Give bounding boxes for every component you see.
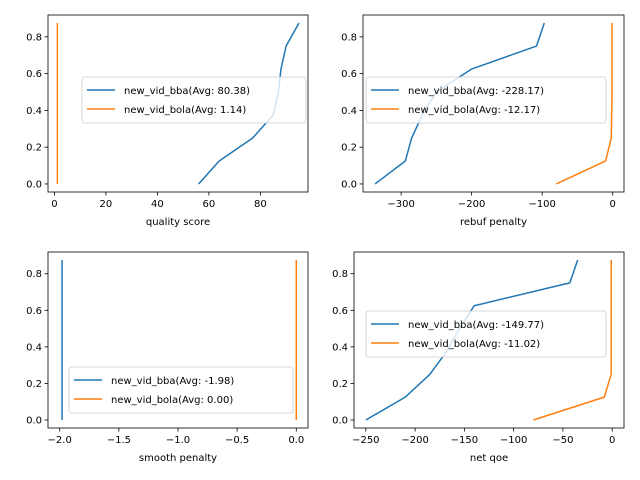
x-tick-label: −50 (552, 435, 573, 446)
axes-frame (47, 251, 309, 429)
y-tick-label: 0.8 (341, 32, 357, 43)
y-tick-label: 0.8 (332, 269, 348, 280)
y-tick-label: 0.2 (332, 379, 348, 390)
series-line-2 (555, 23, 613, 185)
y-tick-label: 0.0 (332, 416, 348, 427)
legend-label-1: new_vid_bba(Avg: 80.38) (124, 86, 250, 97)
x-tick-label: 0 (51, 199, 57, 210)
chart-panel-1: 0 20 40 60 80 0.0 0.2 0.4 0.6 0.8 quality score new… (26, 14, 309, 228)
legend-label-2: new_vid_bola(Avg: -12.17) (408, 105, 540, 116)
x-tick-label: 0 (609, 435, 615, 446)
x-tick-label: 60 (203, 199, 216, 210)
x-axis-label: smooth penalty (139, 453, 217, 464)
y-tick-label: 0.6 (26, 306, 42, 317)
axes-frame (362, 14, 625, 193)
legend-label-1: new_vid_bba(Avg: -228.17) (408, 86, 544, 97)
x-axis-label: net qoe (470, 453, 508, 464)
y-tick-label: 0.2 (341, 143, 357, 154)
x-tick-label: −0.5 (225, 435, 249, 446)
x-tick-label: −2.0 (48, 435, 72, 446)
axes-frame (353, 251, 625, 429)
legend: new_vid_bba(Avg: 80.38) new_vid_bola(Avg:… (81, 76, 307, 124)
x-tick-label: 0.0 (288, 435, 304, 446)
legend-box (68, 366, 294, 414)
y-tick-label: 0.0 (26, 416, 42, 427)
x-tick-label: −200 (458, 199, 485, 210)
x-tick-label: −200 (401, 435, 428, 446)
legend-label-2: new_vid_bola(Avg: 0.00) (111, 395, 233, 406)
chart-panel-3: −2.0 −1.5 −1.0 −0.5 0.0 0.0 0.2 0.4 0.6 0.8 smooth… (26, 251, 309, 464)
axes-frame (47, 14, 309, 193)
y-tick-label: 0.2 (26, 379, 42, 390)
y-tick-label: 0.8 (26, 32, 42, 43)
legend-label-1: new_vid_bba(Avg: -149.77) (408, 320, 544, 331)
y-tick-label: 0.4 (332, 342, 348, 353)
x-tick-label: −250 (352, 435, 379, 446)
x-tick-label: 0 (610, 199, 616, 210)
legend: new_vid_bba(Avg: -228.17) new_vid_bola(Av… (365, 76, 607, 124)
legend-box (81, 76, 307, 124)
y-tick-label: 0.4 (26, 342, 42, 353)
x-tick-label: 20 (100, 199, 113, 210)
chart-panel-2: −300 −200 −100 0 0.0 0.2 0.4 0.6 0.8 rebuf penalt… (341, 14, 625, 228)
legend-box (365, 76, 607, 124)
x-tick-label: 80 (254, 199, 267, 210)
x-tick-label: −300 (387, 199, 414, 210)
y-tick-label: 0.6 (341, 69, 357, 80)
legend: new_vid_bba(Avg: -1.98) new_vid_bola(Avg:… (68, 366, 294, 414)
x-tick-label: −1.5 (107, 435, 131, 446)
x-axis-label: rebuf penalty (460, 217, 527, 228)
y-tick-label: 0.4 (26, 106, 42, 117)
x-tick-label: −100 (528, 199, 555, 210)
chart-panel-4: −250 −200 −150 −100 −50 0 0.0 0.2 0.4 0.6 0.8 net q… (332, 251, 625, 464)
x-axis-label: quality score (146, 217, 210, 228)
y-tick-label: 0.0 (341, 179, 357, 190)
legend-label-2: new_vid_bola(Avg: 1.14) (124, 105, 246, 116)
x-tick-label: −1.0 (166, 435, 190, 446)
y-tick-label: 0.0 (26, 179, 42, 190)
legend: new_vid_bba(Avg: -149.77) new_vid_bola(Av… (365, 310, 607, 358)
legend-box (365, 310, 607, 358)
x-tick-label: 40 (151, 199, 164, 210)
y-tick-label: 0.2 (26, 143, 42, 154)
x-tick-label: −150 (451, 435, 478, 446)
series-line-2 (533, 260, 612, 421)
legend-label-2: new_vid_bola(Avg: -11.02) (408, 339, 540, 350)
x-tick-label: −100 (500, 435, 527, 446)
y-tick-label: 0.8 (26, 269, 42, 280)
legend-label-1: new_vid_bba(Avg: -1.98) (111, 376, 234, 387)
y-tick-label: 0.6 (332, 306, 348, 317)
y-tick-label: 0.4 (341, 106, 357, 117)
y-tick-label: 0.6 (26, 69, 42, 80)
